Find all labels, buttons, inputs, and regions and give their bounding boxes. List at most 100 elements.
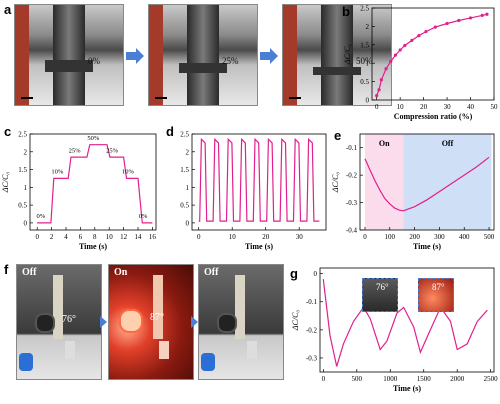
x-tick-label: 400 (459, 233, 470, 241)
y-tick-label: 1 (366, 60, 370, 68)
plot-frame (191, 133, 327, 231)
y-tick-label: 2 (366, 23, 370, 31)
data-point (379, 78, 383, 82)
robot-photo-on (108, 264, 194, 380)
series-line (376, 13, 488, 96)
x-tick-label: 500 (352, 375, 363, 383)
x-tick-label: 8 (93, 233, 97, 241)
x-tick-label: 500 (484, 233, 495, 241)
chart-g: 0 500 1000 1500 2000 2500 0 -0.1 -0.2 -0.3 Time (s… (291, 267, 498, 393)
data-point (410, 38, 414, 42)
chart-b: 0 10 20 30 40 50 0 0.5 1 1.5 2 2.5 Compression ratio… (343, 5, 499, 122)
data-point (424, 29, 428, 34)
x-tick-label: 1500 (417, 375, 432, 383)
data-point (389, 59, 393, 63)
y-tick-label: 0 (314, 270, 318, 278)
robot-angle-label-0: 76° (62, 314, 76, 325)
robot-state-label-2: Off (204, 267, 219, 278)
x-tick-label: 2 (50, 233, 54, 241)
x-tick-label: 10 (397, 103, 405, 111)
data-point (403, 43, 407, 48)
x-tick-label: 14 (135, 233, 143, 241)
plot-frame (371, 7, 495, 101)
x-axis-label: Time (s) (393, 384, 421, 393)
panel-label-f: f (4, 262, 9, 277)
x-axis-label: Compression ratio (%) (394, 112, 473, 121)
right-arrow-icon (260, 52, 270, 60)
y-tick-label: -0.2 (306, 326, 318, 334)
y-axis-label: ΔC/C₀ (1, 172, 10, 194)
panel-label-e: e (334, 128, 342, 143)
x-tick-label: 0 (35, 233, 39, 241)
x-tick-label: 10 (106, 233, 114, 241)
series-line (322, 279, 488, 367)
step-annotation: 50% (87, 135, 100, 142)
data-point (445, 21, 449, 26)
x-tick-label: 200 (409, 233, 420, 241)
x-tick-label: 0 (197, 233, 201, 241)
x-tick-label: 2000 (450, 375, 465, 383)
x-tick-label: 1000 (383, 375, 398, 383)
y-tick-label: 2.5 (180, 131, 189, 139)
y-tick-label: 1.5 (18, 166, 27, 174)
panel-label-a: a (4, 2, 12, 17)
y-tick-label: -0.3 (306, 354, 318, 362)
x-tick-label: 20 (262, 233, 270, 241)
y-tick-label: 2.5 (360, 5, 369, 13)
data-point (468, 16, 473, 20)
robot-state-label-1: On (114, 267, 128, 278)
y-tick-label: 2 (186, 148, 190, 156)
x-axis-label: Time (s) (413, 242, 441, 251)
region-off (403, 134, 492, 230)
x-tick-label: 6 (79, 233, 83, 241)
x-tick-label: 0 (375, 103, 379, 111)
x-tick-label: 100 (385, 233, 396, 241)
y-tick-label: 1.5 (360, 41, 369, 49)
x-tick-label: 20 (420, 103, 428, 111)
data-point (433, 25, 437, 29)
data-point (384, 67, 388, 71)
x-tick-label: 12 (120, 233, 128, 241)
panel-label-b: b (342, 4, 350, 19)
inset-angle-76: 76° (376, 282, 389, 292)
y-tick-label: 1 (24, 184, 28, 192)
step-annotation: 10% (122, 169, 135, 176)
panel-label-d: d (166, 124, 174, 139)
right-arrow-icon (100, 316, 107, 328)
inset-photo-87 (418, 278, 454, 312)
step-annotation: 10% (51, 169, 64, 176)
y-tick-label: 1 (186, 184, 190, 192)
x-axis-label: Time (s) (245, 242, 273, 251)
y-tick-label: 2 (24, 148, 28, 156)
series-line (198, 137, 320, 222)
step-annotation: 25% (69, 147, 82, 154)
y-tick-label: -0.4 (346, 227, 358, 235)
x-tick-label: 50 (491, 103, 499, 111)
step-annotation: 0% (139, 213, 148, 220)
y-tick-label: 1.5 (180, 166, 189, 174)
inset-angle-87: 87° (432, 282, 445, 292)
region-label: On (379, 139, 390, 148)
compression-photo-0 (14, 4, 124, 106)
series-line (37, 144, 153, 224)
region-on (364, 134, 404, 230)
y-tick-label: 0.5 (18, 202, 27, 210)
x-tick-label: 30 (444, 103, 452, 111)
chart-e: On Off 0 100 200 300 400 500 -0.1 -0.2 -0.3 -0.4 Tim… (331, 133, 495, 251)
panel-label-g: g (290, 266, 298, 281)
robot-angle-label-1: 87° (150, 312, 164, 323)
x-tick-label: 0 (363, 233, 367, 241)
panel-label-c: c (4, 124, 12, 139)
robot-photo-off (16, 264, 102, 380)
region-label: Off (442, 139, 454, 148)
y-tick-label: 0 (186, 219, 190, 227)
x-tick-label: 10 (229, 233, 237, 241)
right-arrow-icon (191, 316, 198, 328)
data-point (480, 13, 484, 17)
right-arrow-head-icon (136, 48, 144, 64)
x-tick-label: 30 (296, 233, 304, 241)
chart-d: 0 10 20 30 0 0.5 1 1.5 2 2.5 Time (s) (180, 131, 327, 251)
x-axis-label: Time (s) (79, 242, 107, 251)
y-tick-label: 0 (366, 97, 370, 105)
y-tick-label: 0.5 (180, 202, 189, 210)
